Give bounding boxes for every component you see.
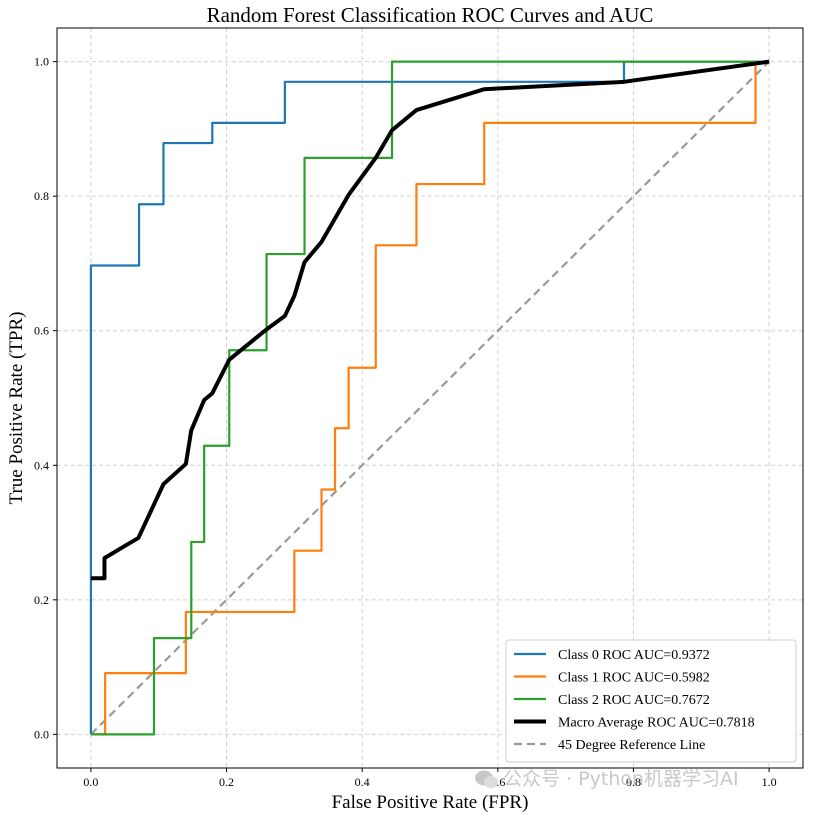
y-tick-label: 0.4 — [34, 458, 49, 472]
series-line-2 — [90, 60, 770, 736]
watermark: 公众号 · Python机器学习AI — [475, 768, 739, 790]
watermark-text: 公众号 · Python机器学习AI — [503, 768, 739, 790]
series-layer — [89, 59, 770, 736]
x-tick-label: 0.8 — [626, 775, 641, 789]
series-line-1 — [90, 60, 770, 736]
y-axis-label: True Positive Rate (TPR) — [6, 312, 27, 505]
legend-label-1: Class 1 ROC AUC=0.5982 — [558, 671, 710, 686]
x-axis-label: False Positive Rate (FPR) — [332, 792, 529, 813]
x-tick-label: 0.4 — [355, 775, 370, 789]
legend-label-4: 45 Degree Reference Line — [558, 738, 705, 753]
legend-label-3: Macro Average ROC AUC=0.7818 — [558, 716, 755, 731]
chart-title: Random Forest Classification ROC Curves … — [207, 3, 654, 27]
x-tick-label: 0.2 — [219, 775, 234, 789]
x-tick-label: 1.0 — [762, 775, 777, 789]
plot-frame — [56, 27, 804, 769]
legend-label-2: Class 2 ROC AUC=0.7672 — [558, 693, 710, 708]
y-tick-label: 0.2 — [34, 593, 49, 607]
legend-label-0: Class 0 ROC AUC=0.9372 — [558, 648, 710, 663]
y-tick-label: 0.8 — [34, 189, 49, 203]
x-tick-label: 0.0 — [83, 775, 98, 789]
series-line-4 — [90, 60, 770, 736]
y-tick-label: 0.6 — [34, 324, 49, 338]
y-tick-label: 1.0 — [34, 55, 49, 69]
series-line-3 — [90, 59, 770, 581]
legend-box — [505, 639, 797, 763]
legend: Class 0 ROC AUC=0.9372 Class 1 ROC AUC=0.… — [505, 639, 797, 763]
y-tick-label: 0.0 — [34, 727, 49, 741]
